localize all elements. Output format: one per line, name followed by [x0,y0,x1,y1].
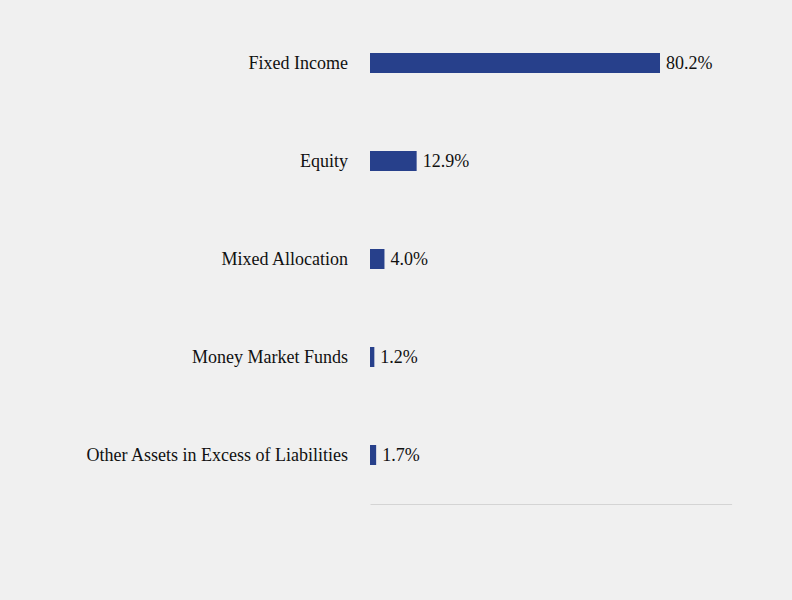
bars [370,53,660,465]
data-label: 12.9% [423,151,470,171]
y-axis: Fixed Income Equity Mixed Allocation Money … [87,53,370,465]
bar [370,445,376,465]
category-label: Mixed Allocation [222,249,348,269]
category-label: Other Assets in Excess of Liabilities [87,445,348,465]
bar [370,53,660,73]
data-label: 1.7% [382,445,420,465]
category-label: Money Market Funds [192,347,348,367]
y-tick: Mixed Allocation [222,249,370,269]
data-label: 1.2% [380,347,418,367]
bar [370,151,417,171]
bar [370,347,374,367]
y-tick: Other Assets in Excess of Liabilities [87,445,370,465]
bar [370,249,384,269]
x-axis [371,504,733,505]
category-label: Fixed Income [249,53,348,73]
chart: Fixed Income Equity Mixed Allocation Money … [0,0,792,600]
x-axis-line [371,504,733,505]
category-label: Equity [300,151,348,171]
y-tick: Fixed Income [249,53,370,73]
data-label: 4.0% [390,249,428,269]
y-tick: Money Market Funds [192,347,370,367]
y-tick: Equity [300,151,370,171]
data-labels: 80.2% 12.9% 4.0% 1.2% 1.7% [380,53,712,465]
data-label: 80.2% [666,53,713,73]
background [0,0,792,600]
